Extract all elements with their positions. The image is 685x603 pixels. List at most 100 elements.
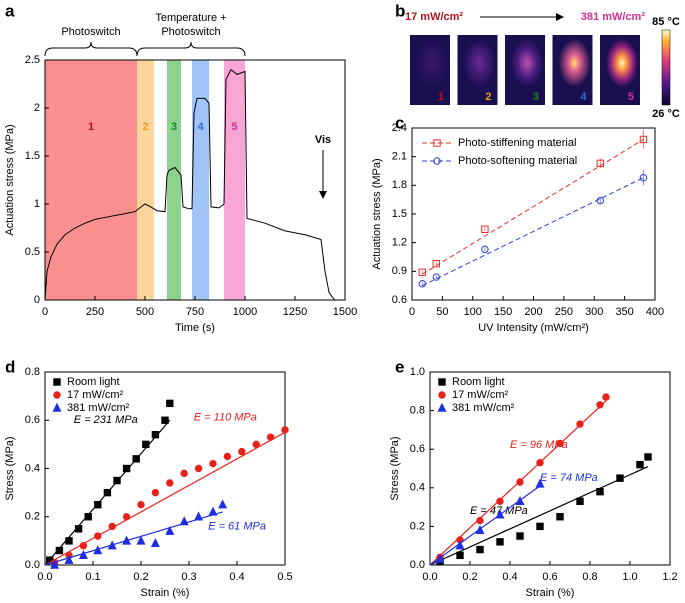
marker — [194, 464, 203, 473]
y-tick-label: 0.6 — [25, 414, 40, 426]
marker — [535, 478, 545, 488]
marker — [150, 537, 160, 547]
x-axis-label: Strain (%) — [141, 587, 190, 599]
marker — [496, 538, 504, 546]
annotation: E = 96 MPa — [510, 439, 568, 451]
marker — [137, 500, 145, 509]
x-tick-label: 0.1 — [85, 571, 100, 583]
marker — [481, 245, 489, 254]
marker — [556, 513, 564, 521]
x-tick-label: 0.3 — [181, 571, 196, 583]
x-tick-label: 300 — [585, 306, 603, 318]
panel-letter: a — [5, 1, 15, 20]
fit-line — [44, 431, 286, 566]
y-tick-label: 1.2 — [392, 237, 407, 249]
label-low: 17 mW/cm² — [405, 11, 463, 23]
y-axis-label: Actuation stress (MPa) — [371, 158, 383, 269]
marker — [596, 196, 605, 205]
x-axis-label: UV Intensity (mW/cm²) — [478, 322, 589, 334]
legend-label: 381 mW/cm² — [67, 402, 130, 414]
marker — [418, 280, 427, 288]
marker — [596, 159, 605, 168]
panel-letter: d — [5, 357, 15, 376]
marker — [281, 426, 289, 434]
colorbar-label: 26 °C — [652, 108, 680, 120]
y-tick-label: 0.4 — [410, 482, 425, 494]
x-tick-label: 50 — [436, 306, 448, 318]
y-axis-label: Stress (MPa) — [389, 436, 401, 500]
marker — [636, 460, 644, 469]
marker — [639, 173, 648, 182]
legend-label: Photo-softening material — [458, 155, 577, 167]
fit-line — [429, 485, 541, 566]
marker — [536, 522, 544, 531]
annotation: E = 61 MPa — [208, 520, 266, 532]
region-label: 1 — [88, 121, 94, 133]
marker — [55, 546, 64, 555]
marker — [456, 551, 464, 560]
x-tick-label: 0.5 — [277, 571, 292, 583]
y-tick-label: 0.0 — [410, 559, 425, 571]
x-tick-label: 0 — [409, 306, 415, 318]
plot-frame — [411, 127, 656, 301]
marker — [644, 453, 652, 461]
annotation: Temperature + — [155, 12, 226, 24]
marker — [136, 535, 146, 545]
hot-spot — [606, 39, 638, 87]
region — [192, 60, 209, 300]
x-tick-label: 200 — [524, 306, 542, 318]
y-tick-label: 1.5 — [25, 150, 40, 162]
region-label: 3 — [171, 121, 177, 133]
marker — [639, 135, 648, 144]
marker — [596, 401, 604, 409]
hot-spot — [511, 39, 543, 87]
legend-label: 17 mW/cm² — [67, 389, 124, 401]
marker — [418, 268, 427, 276]
x-tick-label: 250 — [86, 306, 104, 318]
colorbar-label: 85 °C — [652, 16, 680, 28]
y-tick-label: 0.2 — [410, 520, 425, 532]
y-tick-label: 2.5 — [25, 54, 40, 66]
fit-line — [44, 419, 171, 566]
marker — [53, 391, 61, 399]
x-tick-label: 1000 — [233, 306, 257, 318]
annotation: Photoswitch — [61, 26, 120, 38]
y-tick-label: 2.4 — [392, 122, 407, 134]
marker — [50, 559, 60, 569]
marker — [166, 399, 174, 408]
marker — [53, 378, 61, 386]
x-tick-label: 0.0 — [422, 571, 437, 583]
y-tick-label: 1.0 — [410, 366, 425, 378]
bracket — [44, 41, 138, 57]
x-tick-label: 0 — [42, 306, 48, 318]
x-tick-label: 350 — [615, 306, 633, 318]
y-tick-label: 2 — [34, 102, 40, 114]
x-axis-label: Time (s) — [175, 322, 215, 334]
marker — [113, 476, 121, 485]
region-label: 4 — [197, 121, 204, 133]
marker — [433, 139, 441, 147]
marker — [223, 452, 232, 461]
colorbar — [661, 29, 671, 106]
marker — [433, 157, 441, 165]
marker — [142, 440, 150, 449]
image-label: 4 — [580, 91, 587, 103]
x-tick-label: 150 — [494, 306, 512, 318]
x-tick-label: 0.4 — [229, 571, 244, 583]
label-high: 381 mW/cm² — [581, 11, 646, 23]
marker — [166, 479, 174, 487]
fit-line — [422, 177, 644, 287]
region — [137, 60, 154, 300]
image-label: 2 — [485, 91, 491, 103]
y-tick-label: 0.0 — [25, 559, 40, 571]
hot-spot — [558, 39, 591, 87]
y-tick-label: 1 — [34, 198, 40, 210]
y-tick-label: 0 — [34, 294, 40, 306]
y-axis-label: Stress (MPa) — [4, 436, 16, 500]
x-tick-label: 1.0 — [622, 571, 637, 583]
fit-line — [422, 139, 644, 275]
legend-label: Room light — [452, 376, 505, 388]
data-line — [44, 68, 336, 301]
marker — [151, 488, 160, 497]
